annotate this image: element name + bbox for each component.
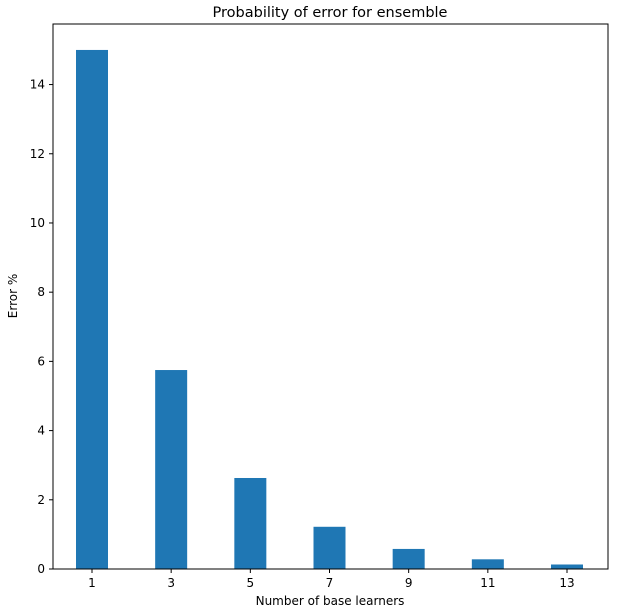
bar-7 <box>313 526 346 569</box>
y-tick-label: 6 <box>37 354 45 368</box>
bar-1 <box>76 49 108 569</box>
bar-3 <box>155 370 188 569</box>
x-tick-label: 3 <box>167 576 175 590</box>
x-tick-label: 11 <box>480 576 495 590</box>
bar-5 <box>234 477 267 569</box>
y-tick-label: 2 <box>37 493 45 507</box>
bar-9 <box>392 548 425 569</box>
y-tick-label: 4 <box>37 424 45 438</box>
x-tick-label: 13 <box>559 576 574 590</box>
axes-frame <box>52 23 609 570</box>
y-tick-label: 10 <box>30 216 45 230</box>
y-tick-label: 14 <box>30 78 45 92</box>
chart-title: Probability of error for ensemble <box>213 5 448 21</box>
x-axis-label: Number of base learners <box>256 594 405 608</box>
x-tick-label: 5 <box>247 576 255 590</box>
y-tick-label: 12 <box>30 147 45 161</box>
y-axis-label: Error % <box>6 274 20 318</box>
bar-11 <box>471 559 504 569</box>
x-tick-label: 9 <box>405 576 413 590</box>
x-tick-label: 7 <box>326 576 334 590</box>
x-tick-label: 1 <box>88 576 96 590</box>
bar-13 <box>551 564 583 569</box>
y-tick-label: 8 <box>37 285 45 299</box>
y-tick-label: 0 <box>37 562 45 576</box>
